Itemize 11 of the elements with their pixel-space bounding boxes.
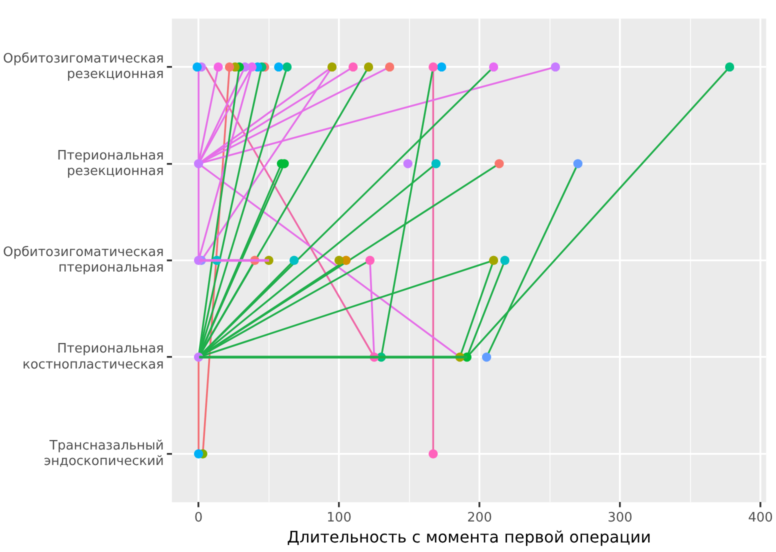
x-tick-label: 100 xyxy=(326,510,352,526)
y-tick-label: Трансназальный эндоскопический xyxy=(44,438,164,470)
x-tick-label: 0 xyxy=(194,510,203,526)
y-tick-label: Орбитозигоматическая резекционная xyxy=(2,52,164,82)
x-tick-label: 300 xyxy=(608,510,632,526)
y-tick-label: Птериональная костнопластическая xyxy=(22,342,164,372)
x-tick-label: 400 xyxy=(748,510,773,526)
x-tick-label: 200 xyxy=(467,510,492,526)
x-axis-title: Длительность с момента первой операции xyxy=(286,528,652,547)
y-tick-label: Птериональная резекционная xyxy=(57,148,164,179)
y-tick-label: Орбитозигоматическая птериональная xyxy=(2,244,164,276)
